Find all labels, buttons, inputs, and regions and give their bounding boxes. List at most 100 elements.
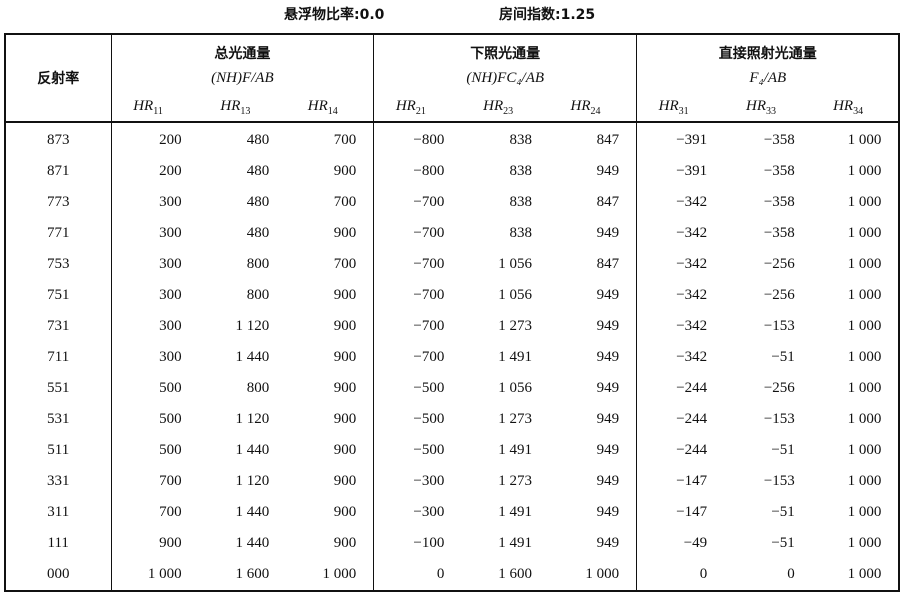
value-cell: 1 120: [235, 318, 270, 334]
value-cell: 1 000: [847, 411, 882, 427]
value-cell: −244: [636, 435, 725, 466]
value-cell: −256: [763, 287, 795, 303]
column-header-subscript: 13: [240, 105, 251, 117]
value-cell: 480: [246, 194, 270, 210]
value-cell: 480: [246, 163, 270, 179]
value-cell: 949: [596, 442, 620, 458]
value-cell: 900: [333, 442, 357, 458]
value-cell: 300: [159, 318, 182, 334]
value-cell: 1 120: [235, 411, 270, 427]
value-cell: 1 000: [147, 566, 182, 582]
table-row: 311 700 1 440 900 −300 1 491 949 −147 −51 1 000: [5, 497, 899, 528]
value-cell: −700: [373, 311, 462, 342]
value-cell: −700: [373, 187, 462, 218]
table-caption: 悬浮物比率:0.0 房间指数:1.25: [0, 2, 900, 24]
value-cell: 1 440: [235, 442, 270, 458]
value-cell: 480: [246, 132, 270, 148]
value-cell: −358: [763, 163, 795, 179]
value-cell: 1 056: [498, 380, 532, 396]
column-header: HR13: [198, 93, 287, 123]
table-row: 731 300 1 120 900 −700 1 273 949 −342 −153 1 000: [5, 311, 899, 342]
value-cell: 300: [159, 194, 182, 210]
value-cell: 900: [159, 535, 182, 551]
value-cell: 1 491: [498, 504, 532, 520]
value-cell: 900: [333, 349, 357, 365]
value-cell: 949: [596, 225, 620, 241]
column-header: HR23: [461, 93, 549, 123]
table-row: 751 300 800 900 −700 1 056 949 −342 −256 1 000: [5, 280, 899, 311]
value-cell: 1 491: [498, 442, 532, 458]
suspension-ratio-label: 悬浮物比率:0.0: [284, 7, 385, 23]
reflectance-cell: 531: [5, 404, 112, 435]
value-cell: 1 000: [322, 566, 357, 582]
reflectance-cell: 873: [5, 122, 112, 156]
value-cell: 847: [596, 256, 620, 272]
value-cell: −800: [373, 156, 462, 187]
column-header-subscript: 23: [503, 105, 514, 117]
table-row: 773 300 480 700 −700 838 847 −342 −358 1 000: [5, 187, 899, 218]
value-cell: 300: [159, 349, 182, 365]
value-cell: 200: [159, 132, 182, 148]
value-cell: 1 000: [847, 163, 882, 179]
value-cell: −500: [373, 373, 462, 404]
value-cell: 1 491: [498, 535, 532, 551]
value-cell: 300: [159, 225, 182, 241]
value-cell: 800: [246, 287, 270, 303]
reflectance-cell: 511: [5, 435, 112, 466]
value-cell: 949: [596, 163, 620, 179]
value-cell: −342: [636, 311, 725, 342]
reflectance-cell: 751: [5, 280, 112, 311]
value-cell: 500: [159, 411, 182, 427]
value-cell: −49: [636, 528, 725, 559]
column-header-base: HR: [220, 97, 241, 114]
value-cell: −391: [636, 122, 725, 156]
group-formula: (NH)F/AB: [211, 70, 274, 86]
column-header-subscript: 34: [853, 105, 864, 117]
value-cell: 1 000: [847, 566, 882, 582]
reflectance-cell: 551: [5, 373, 112, 404]
column-header-base: HR: [833, 97, 854, 114]
value-cell: 1 273: [498, 411, 532, 427]
value-cell: −147: [636, 497, 725, 528]
value-cell: 1 273: [498, 473, 532, 489]
column-header: HR21: [373, 93, 462, 123]
table-row: 711 300 1 440 900 −700 1 491 949 −342 −51 1 000: [5, 342, 899, 373]
value-cell: 1 000: [847, 535, 882, 551]
value-cell: 838: [509, 225, 532, 241]
value-cell: 949: [596, 535, 620, 551]
value-cell: 1 000: [847, 473, 882, 489]
value-cell: 1 120: [235, 473, 270, 489]
value-cell: −300: [373, 497, 462, 528]
value-cell: 1 000: [847, 318, 882, 334]
column-header-subscript: 14: [327, 105, 338, 117]
value-cell: −256: [763, 256, 795, 272]
value-cell: 949: [596, 318, 620, 334]
value-cell: 949: [596, 380, 620, 396]
value-cell: 0: [787, 566, 795, 582]
value-cell: −500: [373, 435, 462, 466]
value-cell: 500: [159, 380, 182, 396]
table-row: 531 500 1 120 900 −500 1 273 949 −244 −153 1 000: [5, 404, 899, 435]
table-row: 000 1 000 1 600 1 000 0 1 600 1 000 0 0 1 000: [5, 559, 899, 591]
value-cell: −51: [771, 349, 795, 365]
table-row: 111 900 1 440 900 −100 1 491 949 −49 −51 1 000: [5, 528, 899, 559]
column-header-base: HR: [307, 97, 328, 114]
value-cell: 1 000: [847, 225, 882, 241]
value-cell: 900: [333, 163, 357, 179]
value-cell: 1 056: [498, 256, 532, 272]
reflectance-cell: 753: [5, 249, 112, 280]
value-cell: −342: [636, 249, 725, 280]
value-cell: 1 000: [847, 380, 882, 396]
value-cell: 900: [333, 535, 357, 551]
group-formula: F₄/AB: [636, 64, 900, 93]
value-cell: 700: [159, 504, 182, 520]
value-cell: 847: [596, 194, 620, 210]
value-cell: 1 440: [235, 504, 270, 520]
value-cell: 1 600: [235, 566, 270, 582]
value-cell: 800: [246, 256, 270, 272]
reflectance-cell: 000: [5, 559, 112, 591]
value-cell: −153: [763, 318, 795, 334]
value-cell: 900: [333, 380, 357, 396]
value-cell: 900: [333, 504, 357, 520]
value-cell: −358: [763, 194, 795, 210]
